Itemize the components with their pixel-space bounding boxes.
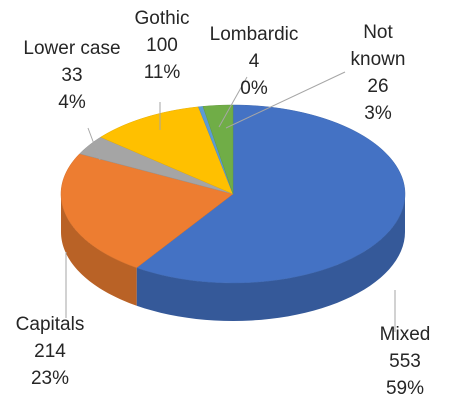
leader-line-lower-case [87, 127, 101, 161]
label-percent: 23% [31, 368, 69, 389]
data-labels: Mixed 553 59% Capitals 214 23% Lower case 33 4% G… [16, 8, 431, 399]
leader-line-not-known [225, 71, 346, 129]
label-name-0: Not [363, 22, 393, 43]
label-name-0: Mixed [380, 324, 431, 345]
label-percent: 3% [364, 103, 392, 124]
label-value: 214 [34, 341, 66, 362]
label-name-0: Gothic [135, 8, 190, 29]
label-name-1: known [351, 49, 406, 70]
label-value: 100 [146, 35, 178, 56]
label-percent: 4% [58, 92, 86, 113]
data-label-1: Capitals 214 23% [16, 314, 85, 389]
data-label-4: Lombardic 4 0% [210, 24, 299, 99]
data-label-5: Not known 26 3% [351, 22, 406, 124]
pie-slices [60, 104, 406, 284]
label-value: 4 [249, 51, 260, 72]
label-name-0: Capitals [16, 314, 85, 335]
label-value: 553 [389, 351, 421, 372]
slice-capitals [60, 153, 234, 269]
label-value: 33 [61, 65, 82, 86]
slice-mixed [136, 104, 406, 284]
leader-lines [65, 71, 396, 332]
data-label-3: Gothic 100 11% [135, 8, 190, 83]
label-name-0: Lower case [23, 38, 120, 59]
slice-lower-case [79, 136, 234, 195]
slice-gothic [100, 106, 234, 195]
label-percent: 11% [144, 62, 181, 83]
label-percent: 59% [386, 378, 424, 399]
label-percent: 0% [240, 78, 268, 99]
label-name-0: Lombardic [210, 24, 299, 45]
data-label-0: Mixed 553 59% [380, 324, 431, 399]
data-label-2: Lower case 33 4% [23, 38, 120, 113]
label-value: 26 [367, 76, 388, 97]
slice-side-0 [136, 194, 405, 321]
leader-line-lombardic [218, 76, 248, 128]
